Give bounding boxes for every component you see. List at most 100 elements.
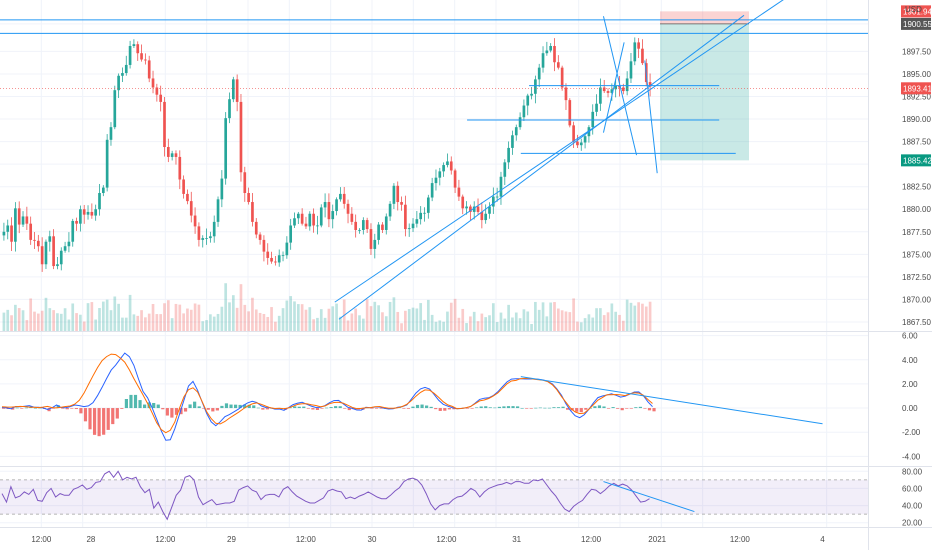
volume-bar	[641, 303, 644, 331]
volume-bar	[453, 298, 457, 331]
volume-bar	[480, 313, 484, 331]
candle-body	[319, 207, 323, 226]
candle-body	[541, 53, 545, 68]
x-tick-label: 12:00	[581, 535, 602, 544]
macd-histogram-bar	[2, 408, 6, 409]
candle-body	[453, 170, 457, 188]
volume-bar	[572, 298, 575, 331]
candle-body	[396, 185, 400, 203]
volume-bar	[94, 319, 98, 331]
macd-histogram-bar	[83, 408, 88, 422]
volume-bar	[216, 313, 220, 331]
macd-histogram-bar	[202, 408, 206, 409]
candle-body	[121, 73, 124, 76]
macd-histogram-bar	[556, 407, 561, 409]
candle-body	[556, 62, 560, 68]
macd-histogram-bar	[370, 408, 374, 409]
candle-body	[201, 238, 205, 240]
candle-body	[507, 147, 510, 163]
macd-histogram-bar	[174, 408, 179, 415]
candle-body	[469, 206, 472, 212]
volume-bar	[109, 310, 113, 331]
macd-histogram-bar	[515, 406, 520, 409]
macd-histogram-bar	[115, 408, 119, 419]
candle-body	[327, 202, 331, 220]
candle-body	[316, 225, 319, 227]
rsi-series-line	[1, 470, 650, 521]
macd-histogram-bar	[593, 406, 597, 409]
macd-histogram-bar	[334, 406, 338, 409]
candle-body	[404, 204, 407, 230]
volume-bar	[354, 308, 358, 331]
macd-histogram-bar	[129, 394, 133, 409]
macd-histogram-bar	[411, 406, 415, 409]
candle-body	[293, 218, 296, 226]
macd-histogram-bar	[288, 407, 292, 409]
volume-bar	[388, 301, 392, 331]
macd-histogram-bar	[229, 404, 233, 409]
volume-bar	[101, 301, 105, 331]
candle-body	[465, 206, 468, 209]
candle-body	[442, 165, 445, 172]
macd-histogram-bar	[102, 408, 106, 435]
macd-histogram-bar	[88, 408, 92, 430]
candle-body	[472, 206, 476, 212]
candle-body	[526, 95, 530, 106]
trendline	[334, 0, 784, 303]
candle-body	[117, 75, 120, 91]
trendline	[644, 60, 658, 174]
volume-bar	[553, 302, 556, 331]
candle-body	[124, 64, 128, 74]
candle-body	[369, 229, 373, 249]
candle-body	[52, 236, 55, 267]
macd-histogram-bar	[152, 402, 156, 409]
macd-histogram-bar	[465, 408, 470, 409]
volume-bar	[277, 315, 281, 331]
candle-body	[136, 44, 140, 54]
candle-body	[59, 250, 63, 265]
macd-histogram-bar	[15, 407, 19, 409]
volume-bar	[381, 312, 384, 331]
price-panel	[0, 0, 868, 527]
candle-body	[511, 135, 514, 148]
candle-body	[235, 79, 239, 102]
volume-bar	[29, 298, 33, 331]
candle-body	[606, 91, 610, 93]
volume-bar	[144, 317, 147, 331]
x-tick-label: 12:00	[296, 535, 317, 544]
price-tick-label: 1890.00	[902, 115, 931, 124]
macd-histogram-bar	[415, 404, 420, 409]
volume-bar	[373, 301, 377, 331]
volume-bar	[610, 303, 614, 331]
candle-body	[564, 87, 568, 101]
volume-bar	[128, 294, 132, 331]
macd-histogram-bar	[602, 406, 606, 409]
macd-histogram-bar	[265, 408, 270, 410]
x-axis: 12:00 28 12:00 29 12:00 30 12:00 31 12:00 2021 12:…	[31, 535, 825, 544]
volume-bar	[121, 317, 124, 331]
macd-histogram-bar	[315, 408, 320, 410]
candle-body	[373, 239, 377, 249]
candle-body	[595, 103, 598, 112]
volume-bar	[59, 313, 63, 331]
macd-histogram-bar	[293, 406, 297, 409]
candle-body	[534, 79, 537, 94]
macd-histogram-bar	[70, 408, 74, 409]
candle-body	[189, 201, 193, 216]
volume-bar	[124, 317, 128, 331]
candle-body	[304, 223, 308, 227]
volume-bar	[293, 301, 296, 331]
candle-body	[82, 209, 86, 215]
macd-histogram-bar	[74, 408, 78, 410]
volume-bar	[132, 314, 136, 331]
volume-bar	[117, 303, 120, 331]
volume-bar	[235, 307, 239, 331]
x-tick-label: 12:00	[155, 535, 176, 544]
candle-body	[392, 185, 396, 204]
volume-bar	[308, 307, 312, 331]
candle-body	[90, 211, 94, 216]
candle-body	[579, 142, 583, 146]
macd-histogram-bar	[61, 408, 65, 409]
volume-bar	[446, 311, 449, 331]
